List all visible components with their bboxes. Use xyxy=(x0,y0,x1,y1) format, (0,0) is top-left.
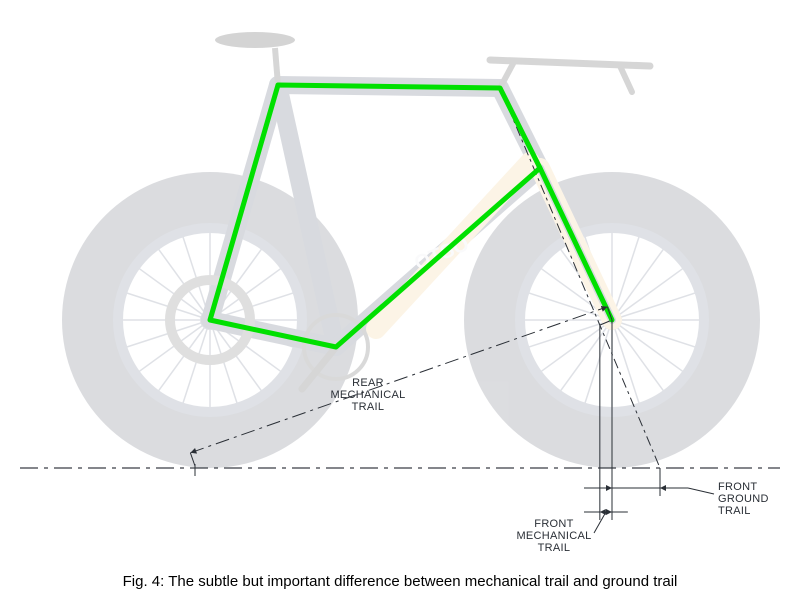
figure-caption: Fig. 4: The subtle but important differe… xyxy=(0,573,800,590)
dim-label: FRONTMECHANICALTRAIL xyxy=(516,518,591,554)
dim-label: FRONTGROUNDTRAIL xyxy=(718,481,769,517)
bike-ghost: OTSO xyxy=(62,32,760,468)
